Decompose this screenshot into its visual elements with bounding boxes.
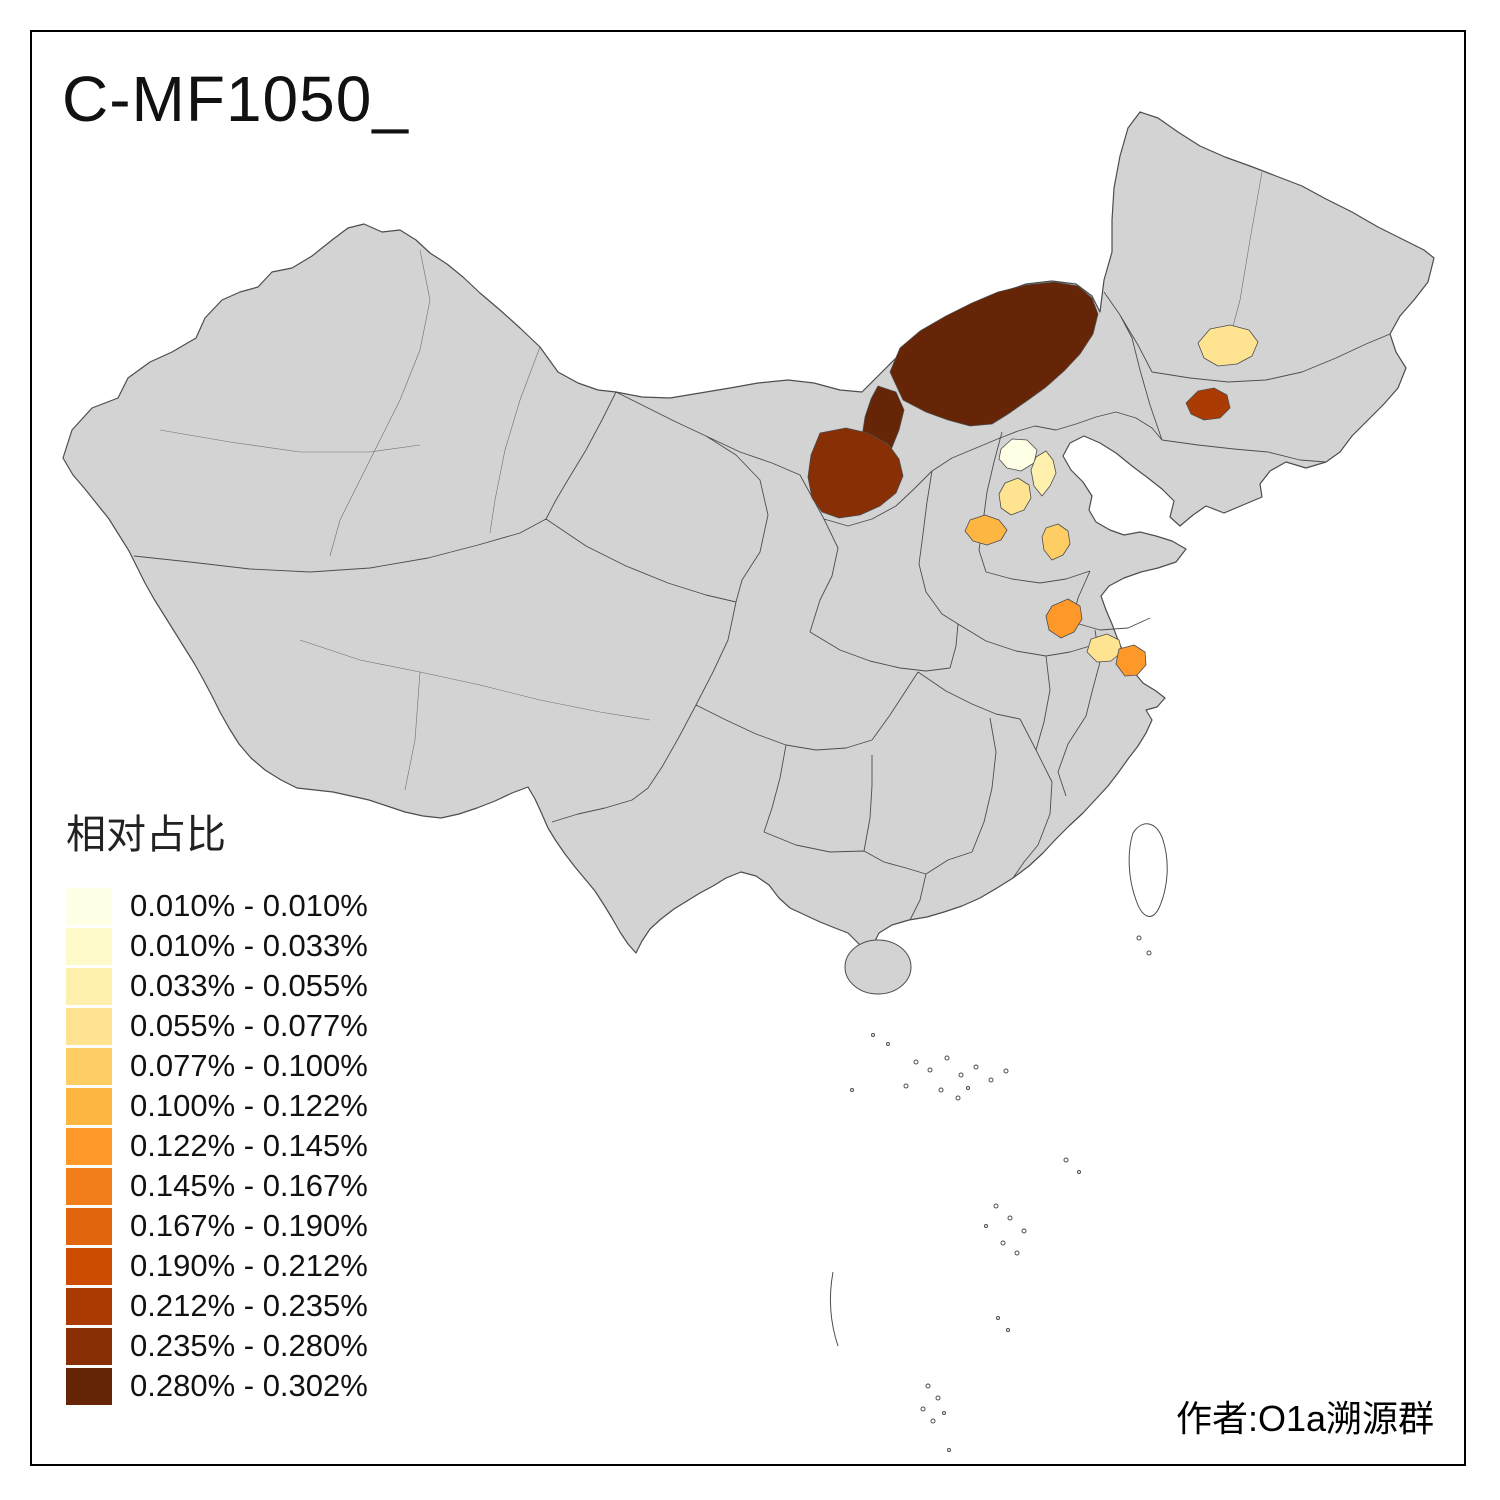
legend-label: 0.235% - 0.280% [130, 1328, 368, 1363]
map-region-jiangsu-southeast [1115, 644, 1147, 677]
legend-label: 0.010% - 0.010% [130, 888, 368, 923]
legend-label: 0.190% - 0.212% [130, 1248, 368, 1283]
legend-swatch [66, 1127, 112, 1165]
legend-item: 0.280% - 0.302% [66, 1366, 368, 1406]
legend-swatch [66, 1207, 112, 1245]
taiwan-island [1128, 823, 1168, 917]
legend-item: 0.212% - 0.235% [66, 1286, 368, 1326]
chart-title: C-MF1050_ [62, 63, 409, 135]
legend-item: 0.033% - 0.055% [66, 966, 368, 1006]
hainan-island [844, 939, 912, 995]
legend-swatch [66, 967, 112, 1005]
province-boundaries [133, 291, 1391, 921]
map-region-tianjin [1030, 450, 1057, 497]
legend-label: 0.100% - 0.122% [130, 1088, 368, 1123]
legend-swatch [66, 1167, 112, 1205]
legend-label: 0.212% - 0.235% [130, 1288, 368, 1323]
legend-title: 相对占比 [66, 813, 226, 857]
south-china-sea-islets [829, 935, 1152, 1452]
legend-item: 0.122% - 0.145% [66, 1126, 368, 1166]
legend-item: 0.010% - 0.033% [66, 926, 368, 966]
legend-item: 0.190% - 0.212% [66, 1246, 368, 1286]
legend-swatch [66, 927, 112, 965]
legend: 相对占比 0.010% - 0.010% 0.010% - 0.033% 0.0… [66, 802, 368, 1406]
colored-regions [807, 281, 1259, 677]
legend-label: 0.077% - 0.100% [130, 1048, 368, 1083]
legend-label: 0.145% - 0.167% [130, 1168, 368, 1203]
map-region-jilin [1185, 387, 1231, 421]
prefecture-boundaries [159, 171, 1263, 791]
legend-label: 0.033% - 0.055% [130, 968, 368, 1003]
legend-item: 0.167% - 0.190% [66, 1206, 368, 1246]
author-credit: 作者:O1a溯源群 [1175, 1398, 1434, 1439]
map-region-hebei-central [998, 477, 1032, 516]
map-region-jiangsu-northwest [1045, 598, 1083, 639]
legend-label: 0.055% - 0.077% [130, 1008, 368, 1043]
legend-item: 0.077% - 0.100% [66, 1046, 368, 1086]
legend-label: 0.280% - 0.302% [130, 1368, 368, 1403]
legend-swatch [66, 1087, 112, 1125]
legend-swatch [66, 1247, 112, 1285]
legend-swatch [66, 1327, 112, 1365]
legend-item: 0.100% - 0.122% [66, 1086, 368, 1126]
legend-swatch [66, 1007, 112, 1045]
map-region-harbin [1197, 324, 1259, 367]
map-layers [62, 111, 1435, 1452]
legend-item: 0.235% - 0.280% [66, 1326, 368, 1366]
map-region-hebei-shanxi-border [964, 514, 1008, 546]
legend-swatch [66, 1367, 112, 1405]
map-region-inner-mongolia-central [889, 281, 1099, 427]
map-region-jiangsu-central [1086, 633, 1123, 663]
legend-item: 0.145% - 0.167% [66, 1166, 368, 1206]
legend-swatch [66, 1047, 112, 1085]
legend-label: 0.122% - 0.145% [130, 1128, 368, 1163]
legend-swatch [66, 1287, 112, 1325]
legend-item: 0.010% - 0.010% [66, 886, 368, 926]
map-region-henan-north [1041, 523, 1071, 561]
map-region-inner-mongolia-southwest [807, 427, 904, 519]
legend-swatch [66, 887, 112, 925]
legend-label: 0.010% - 0.033% [130, 928, 368, 963]
legend-label: 0.167% - 0.190% [130, 1208, 368, 1243]
legend-item: 0.055% - 0.077% [66, 1006, 368, 1046]
